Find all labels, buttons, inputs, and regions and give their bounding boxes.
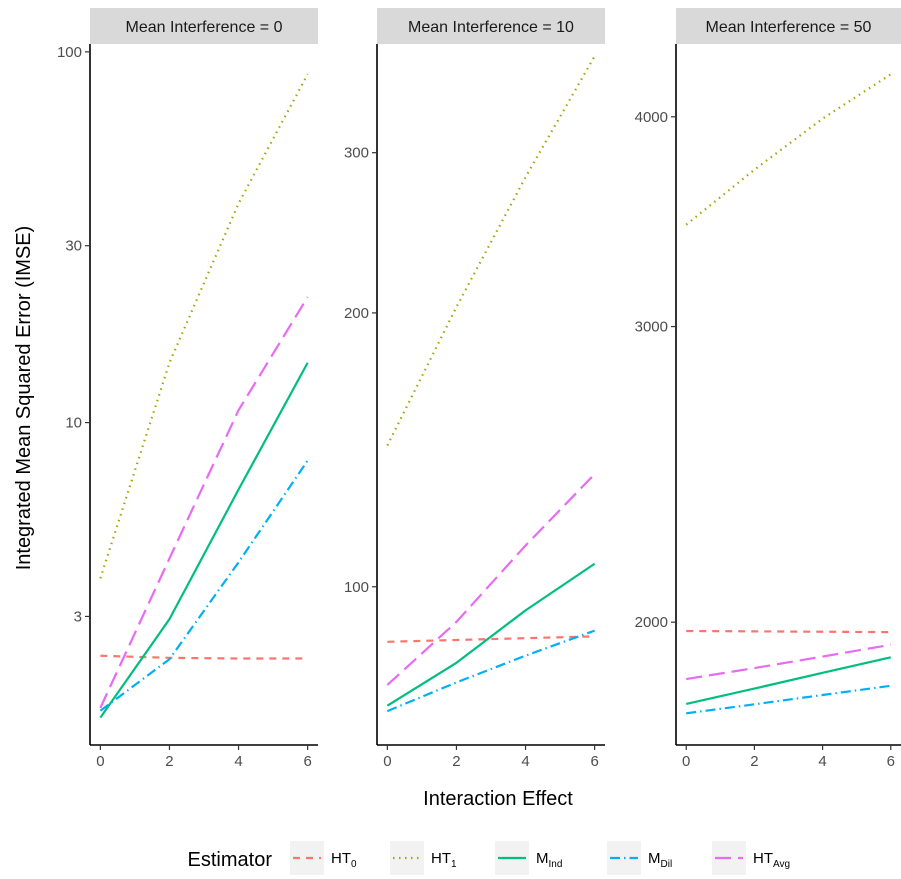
panel-1: Mean Interference = 0 3 10 30 100 0 2 4 6 xyxy=(57,8,318,770)
series-line-ht0 xyxy=(686,629,891,634)
legend-item-mind: MInd xyxy=(495,841,562,875)
series-line-mdil xyxy=(99,459,309,712)
y-tick-label: 300 xyxy=(344,145,369,162)
facet-strip-title: Mean Interference = 0 xyxy=(126,19,283,36)
x-tick-label: 4 xyxy=(521,753,529,770)
x-tick-label: 2 xyxy=(452,753,460,770)
series-line-ht1 xyxy=(99,73,309,579)
x-tick-label: 4 xyxy=(818,753,826,770)
y-tick-label: 10 xyxy=(65,415,82,432)
facet-strip-bg xyxy=(377,8,605,44)
series-line-mind xyxy=(685,656,892,705)
facet-strip-title: Mean Interference = 50 xyxy=(706,19,872,36)
x-tick-label: 2 xyxy=(165,753,173,770)
legend-item-mdil: MDil xyxy=(607,841,672,875)
panel-3: Mean Interference = 50 2000 3000 4000 0 2 4 6 xyxy=(635,8,901,770)
x-tick-label: 6 xyxy=(590,753,598,770)
y-tick-label: 4000 xyxy=(635,109,668,126)
series-line-mind xyxy=(386,562,596,707)
x-tick-label: 0 xyxy=(383,753,391,770)
x-tick-label: 4 xyxy=(234,753,242,770)
legend-title: Estimator xyxy=(188,849,273,871)
y-axis-title: Integrated Mean Squared Error (IMSE) xyxy=(13,226,35,571)
legend-label: HT0 xyxy=(331,850,357,870)
facet-strip-bg xyxy=(676,8,901,44)
series-line-mind xyxy=(99,362,309,719)
facet-strip-bg xyxy=(90,8,318,44)
x-axis-title: Interaction Effect xyxy=(423,788,573,810)
legend-key-bg xyxy=(390,841,424,875)
legend-label: MInd xyxy=(536,850,562,870)
y-tick-label: 3 xyxy=(74,608,82,625)
legend-item-htavg: HTAvg xyxy=(712,841,790,875)
y-tick-label: 3000 xyxy=(635,319,668,336)
legend-label: MDil xyxy=(648,850,672,870)
legend: HT0 HT1 MInd MDil HTAvg xyxy=(290,841,790,875)
series-line-ht0 xyxy=(387,635,595,643)
series-line-mdil xyxy=(686,684,891,715)
legend-label: HTAvg xyxy=(753,850,790,870)
y-tick-label: 30 xyxy=(65,238,82,255)
x-tick-label: 6 xyxy=(887,753,895,770)
series-line-ht1 xyxy=(386,55,596,446)
x-tick-label: 2 xyxy=(750,753,758,770)
y-tick-label: 100 xyxy=(57,44,82,61)
x-tick-label: 0 xyxy=(96,753,104,770)
legend-label: HT1 xyxy=(431,850,457,870)
y-tick-label: 100 xyxy=(344,579,369,596)
series-line-htavg xyxy=(686,643,891,681)
legend-item-ht1: HT1 xyxy=(390,841,457,875)
series-line-htavg xyxy=(99,296,309,709)
x-tick-label: 6 xyxy=(303,753,311,770)
series-line-htavg xyxy=(386,473,596,686)
y-tick-label: 200 xyxy=(344,305,369,322)
legend-item-ht0: HT0 xyxy=(290,841,357,875)
x-tick-label: 0 xyxy=(682,753,690,770)
y-tick-label: 2000 xyxy=(635,614,668,631)
facet-strip-title: Mean Interference = 10 xyxy=(408,19,574,36)
panel-2: Mean Interference = 10 100 200 300 0 2 4 6 xyxy=(344,8,605,770)
series-line-ht1 xyxy=(685,73,892,226)
series-line-ht0 xyxy=(100,654,308,660)
series-line-mdil xyxy=(386,629,596,713)
